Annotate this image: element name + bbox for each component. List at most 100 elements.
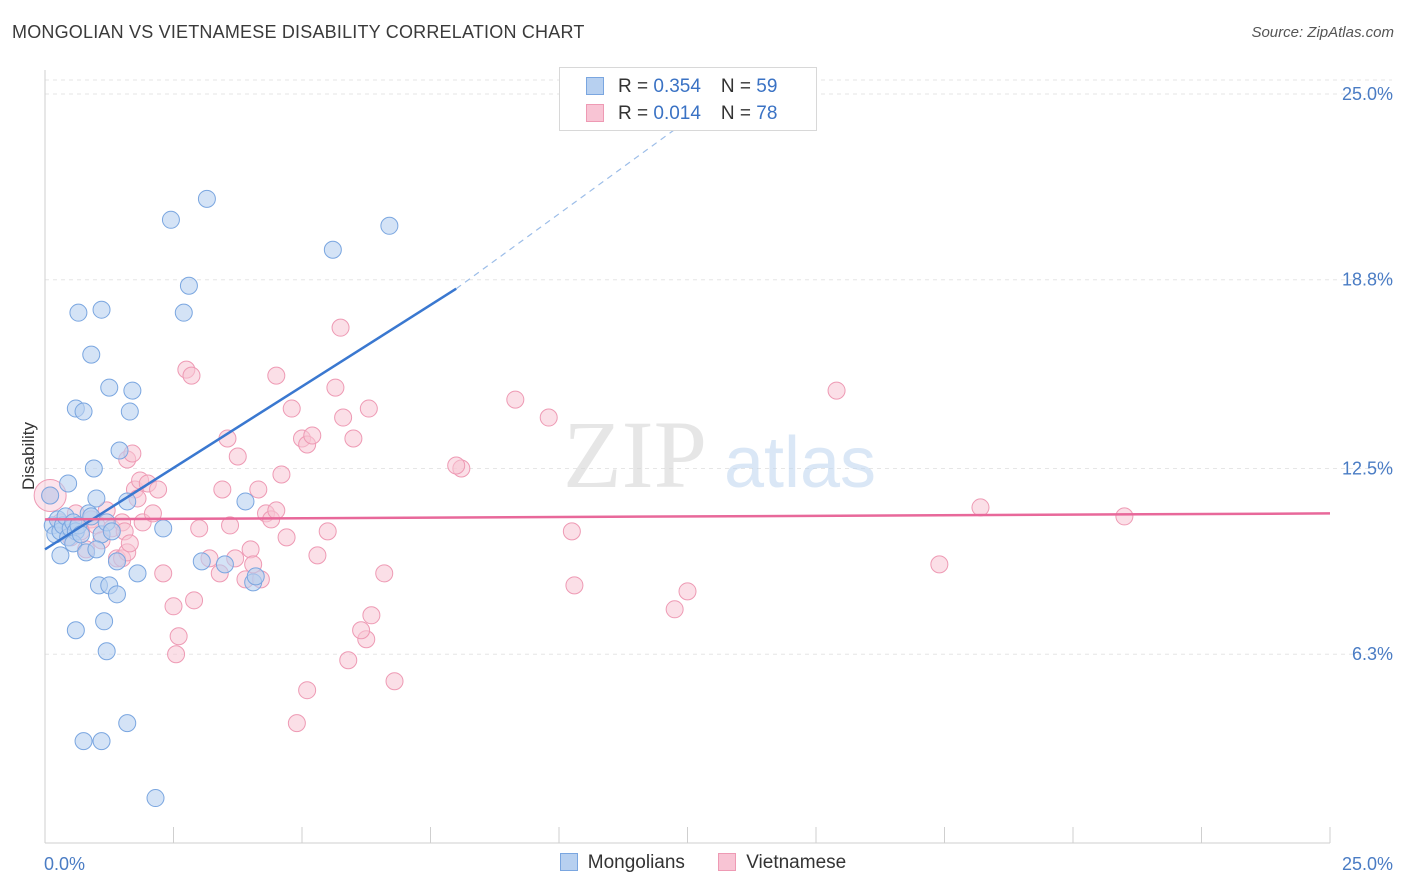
point-vietnamese (665, 600, 684, 619)
legend-r-label: R = (618, 103, 654, 124)
point-mongolians (66, 621, 85, 640)
point-vietnamese (565, 576, 584, 595)
point-vietnamese (331, 318, 350, 337)
correlation-legend: R = 0.354 N = 59 R = 0.014 N = 78 (559, 67, 817, 131)
point-vietnamese (185, 591, 204, 610)
swatch-mongolians (559, 853, 578, 871)
point-mongolians (123, 381, 142, 400)
point-mongolians (246, 567, 265, 586)
point-mongolians (41, 486, 60, 505)
point-mongolians (59, 474, 78, 493)
legend-label-mongolians: Mongolians (587, 852, 685, 873)
watermark-atlas: atlas (724, 423, 876, 503)
point-vietnamese (267, 366, 286, 385)
point-vietnamese (303, 426, 322, 445)
point-vietnamese (1115, 507, 1134, 526)
point-mongolians (95, 612, 114, 631)
trend-line-mongolians (44, 287, 457, 551)
point-mongolians (236, 492, 255, 511)
trend-line-vietnamese (44, 512, 1331, 521)
point-vietnamese (164, 597, 183, 616)
point-mongolians (97, 642, 116, 661)
point-vietnamese (167, 645, 186, 664)
legend-r-value: 0.354 (653, 76, 701, 97)
legend-item-mongolians: Mongolians (559, 852, 685, 874)
y-axis-title: Disability (19, 421, 38, 490)
point-vietnamese (241, 540, 260, 559)
y-tick-label: 6.3% (1352, 644, 1393, 664)
point-mongolians (197, 189, 216, 208)
y-tick-label: 18.8% (1342, 270, 1393, 290)
watermark: ZIP atlas (563, 401, 876, 508)
swatch-vietnamese (718, 853, 737, 871)
x-tick-label: 0.0% (44, 854, 85, 874)
point-mongolians (120, 402, 139, 421)
point-vietnamese (326, 378, 345, 397)
point-mongolians (128, 564, 147, 583)
point-mongolians (84, 459, 103, 478)
point-vietnamese (287, 714, 306, 733)
legend-row-vietnamese: R = 0.014 N = 78 (586, 103, 777, 125)
point-mongolians (87, 489, 106, 508)
point-mongolians (71, 525, 90, 544)
point-mongolians (179, 276, 198, 295)
point-vietnamese (362, 606, 381, 625)
point-mongolians (380, 216, 399, 235)
point-mongolians (74, 732, 93, 751)
point-vietnamese (827, 381, 846, 400)
point-mongolians (174, 303, 193, 322)
point-mongolians (92, 300, 111, 319)
point-vietnamese (562, 522, 581, 541)
point-vietnamese (154, 564, 173, 583)
point-vietnamese (344, 429, 363, 448)
point-mongolians (146, 789, 165, 808)
point-vietnamese (149, 480, 168, 499)
legend-swatch-vietnamese (586, 104, 604, 122)
point-vietnamese (221, 516, 240, 535)
point-vietnamese (282, 399, 301, 418)
tick-labels: 6.3% 12.5% 18.8% 25.0% 0.0% 25.0% Disability (19, 84, 1393, 874)
point-vietnamese (334, 408, 353, 427)
point-mongolians (215, 555, 234, 574)
point-mongolians (110, 441, 129, 460)
point-vietnamese (277, 528, 296, 547)
point-vietnamese (375, 564, 394, 583)
legend-n-label: N = (720, 103, 757, 124)
legend-row-mongolians: R = 0.354 N = 59 (586, 76, 777, 98)
point-vietnamese (352, 621, 371, 640)
point-vietnamese (971, 498, 990, 517)
point-vietnamese (190, 519, 209, 538)
point-mongolians (100, 378, 119, 397)
point-vietnamese (249, 480, 268, 499)
point-vietnamese (228, 447, 247, 466)
series-legend: Mongolians Vietnamese (0, 852, 1406, 874)
watermark-zip: ZIP (563, 401, 707, 508)
point-vietnamese (678, 582, 697, 601)
point-mongolians (118, 714, 137, 733)
legend-swatch-mongolians (586, 77, 604, 95)
point-mongolians (107, 552, 126, 571)
point-vietnamese (447, 456, 466, 475)
point-mongolians (74, 402, 93, 421)
legend-item-vietnamese: Vietnamese (718, 852, 846, 874)
point-vietnamese (339, 651, 358, 670)
series-mongolians (41, 189, 399, 808)
point-vietnamese (298, 681, 317, 700)
axes (44, 70, 1331, 844)
point-vietnamese (120, 534, 139, 553)
point-vietnamese (308, 546, 327, 565)
point-mongolians (87, 540, 106, 559)
legend-n-value: 78 (756, 103, 778, 124)
point-vietnamese (267, 501, 286, 520)
legend-n-label: N = (720, 76, 757, 97)
legend-label-vietnamese: Vietnamese (746, 852, 847, 873)
series-vietnamese (33, 318, 1134, 733)
point-vietnamese (930, 555, 949, 574)
point-vietnamese (169, 627, 188, 646)
point-mongolians (192, 552, 211, 571)
point-vietnamese (359, 399, 378, 418)
point-mongolians (102, 522, 121, 541)
point-vietnamese (318, 522, 337, 541)
point-mongolians (161, 210, 180, 229)
